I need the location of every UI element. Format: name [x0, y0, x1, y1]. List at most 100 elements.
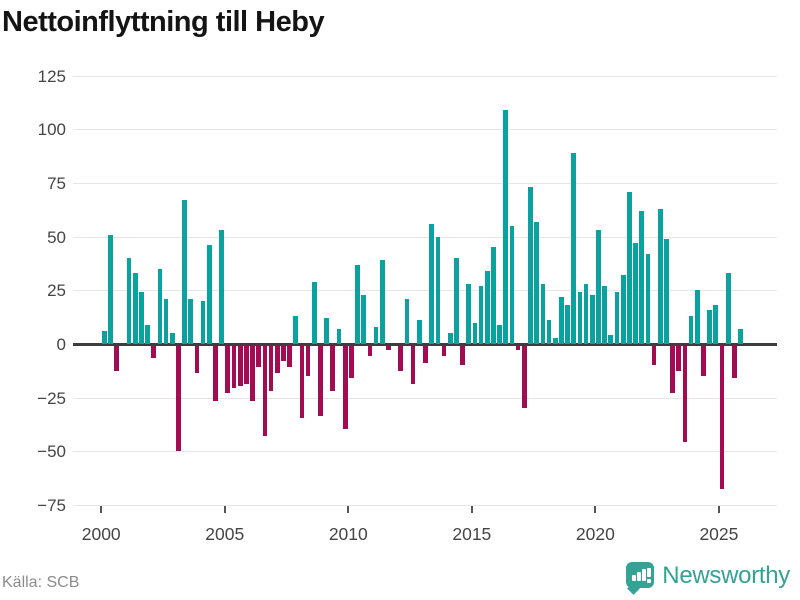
- bar-2009-Q1: [324, 318, 329, 344]
- bar-2006-Q2: [256, 345, 262, 367]
- bar-2001-Q2: [132, 273, 138, 344]
- gridline: [73, 236, 777, 238]
- bar-2011-Q1: [373, 326, 379, 344]
- x-axis-tick-mark: [100, 506, 103, 513]
- y-axis-tick-label: 125: [37, 66, 66, 86]
- bar-2002-Q3: [163, 298, 169, 344]
- bar-2007-Q2: [281, 345, 286, 361]
- bar-2009-Q2: [330, 345, 336, 391]
- bar-2011-Q3: [386, 345, 391, 350]
- y-axis-tick-label: 25: [47, 281, 66, 301]
- bar-2022-Q1: [645, 253, 651, 344]
- chart-title: Nettoinflyttning till Heby: [2, 6, 325, 38]
- logo-exclamation-icon: [647, 568, 651, 577]
- y-axis-tick-label: 50: [47, 227, 66, 247]
- x-axis-tick-mark: [347, 506, 350, 513]
- gridline: [73, 182, 777, 184]
- bar-2017-Q1: [521, 345, 527, 408]
- x-axis-tick-label: 2015: [452, 524, 492, 544]
- bar-2020-Q3: [608, 335, 614, 344]
- bar-2012-Q2: [404, 298, 410, 344]
- bar-2016-Q2: [503, 109, 509, 344]
- bar-2020-Q2: [602, 286, 607, 344]
- y-axis-tick-label: −75: [37, 496, 66, 516]
- bar-2014-Q2: [454, 258, 459, 344]
- newsworthy-logo-text: Newsworthy: [662, 562, 790, 589]
- gridline: [73, 129, 777, 131]
- bar-2005-Q2: [231, 345, 237, 389]
- bar-2015-Q3: [484, 271, 490, 344]
- logo-bar-chart-glyph: [632, 575, 636, 581]
- gridline: [73, 75, 777, 77]
- bar-2017-Q4: [540, 283, 546, 344]
- bar-2006-Q3: [262, 345, 268, 436]
- bar-2000-Q2: [108, 234, 113, 344]
- x-axis-tick-label: 2010: [328, 524, 368, 544]
- bar-2022-Q2: [651, 345, 657, 365]
- bar-2001-Q1: [126, 258, 132, 344]
- bar-2010-Q3: [361, 294, 367, 344]
- bar-2010-Q2: [355, 264, 360, 344]
- bar-2014-Q3: [460, 345, 465, 365]
- gridline: [73, 451, 777, 453]
- bar-2017-Q3: [534, 221, 540, 344]
- bar-2022-Q3: [657, 208, 663, 344]
- bar-2004-Q1: [200, 301, 206, 344]
- x-axis-tick-label: 2000: [81, 524, 121, 544]
- bar-2002-Q2: [157, 268, 163, 344]
- gridline: [73, 397, 777, 399]
- bar-2005-Q3: [237, 345, 243, 387]
- bar-2003-Q4: [194, 345, 200, 374]
- bar-2019-Q4: [589, 294, 595, 344]
- bar-2025-Q3: [732, 345, 737, 378]
- bar-2008-Q1: [299, 345, 305, 419]
- bar-2001-Q3: [139, 292, 144, 344]
- bar-2024-Q2: [701, 345, 706, 376]
- x-axis-tick-mark: [470, 506, 473, 513]
- bar-2019-Q3: [583, 283, 589, 344]
- bar-2005-Q1: [225, 345, 231, 393]
- bar-2016-Q3: [509, 225, 515, 344]
- bar-2015-Q2: [478, 286, 484, 344]
- bar-2012-Q1: [398, 345, 404, 372]
- bar-2013-Q1: [423, 345, 428, 363]
- bar-2003-Q2: [182, 200, 187, 344]
- bar-2015-Q1: [472, 322, 478, 344]
- bar-2009-Q3: [336, 328, 342, 344]
- bar-2002-Q4: [169, 333, 175, 344]
- bar-2020-Q4: [614, 292, 620, 344]
- bar-2019-Q2: [577, 292, 583, 344]
- x-axis-tick-label: 2025: [699, 524, 739, 544]
- bar-2008-Q2: [305, 345, 311, 376]
- bar-2001-Q4: [145, 324, 150, 344]
- bar-2008-Q4: [318, 345, 323, 417]
- y-axis-tick-label: −25: [37, 388, 66, 408]
- bar-2018-Q2: [552, 337, 558, 344]
- bar-2013-Q3: [435, 236, 441, 344]
- x-axis-tick-label: 2020: [575, 524, 615, 544]
- bar-2012-Q3: [410, 345, 416, 385]
- bar-2013-Q2: [429, 223, 435, 344]
- bar-2009-Q4: [342, 345, 348, 430]
- bar-2019-Q1: [571, 152, 577, 344]
- bar-2007-Q1: [274, 345, 280, 374]
- bar-2010-Q4: [367, 345, 373, 357]
- bar-2024-Q3: [707, 309, 712, 344]
- bar-2000-Q1: [101, 331, 107, 344]
- bar-2004-Q2: [206, 245, 212, 344]
- bar-2016-Q1: [497, 324, 502, 344]
- bar-2023-Q1: [670, 345, 675, 393]
- bar-2017-Q2: [528, 187, 533, 344]
- bar-2018-Q1: [546, 320, 552, 344]
- bar-2000-Q3: [114, 345, 119, 372]
- bar-2025-Q1: [719, 345, 725, 490]
- bar-2007-Q3: [287, 345, 292, 367]
- bar-2003-Q1: [176, 345, 181, 451]
- bar-2011-Q2: [379, 260, 385, 344]
- bar-2013-Q4: [441, 345, 447, 357]
- x-axis-tick-label: 2005: [205, 524, 245, 544]
- bar-2022-Q4: [664, 238, 669, 344]
- logo-exclamation-icon: [647, 579, 651, 583]
- bar-2003-Q3: [188, 298, 194, 344]
